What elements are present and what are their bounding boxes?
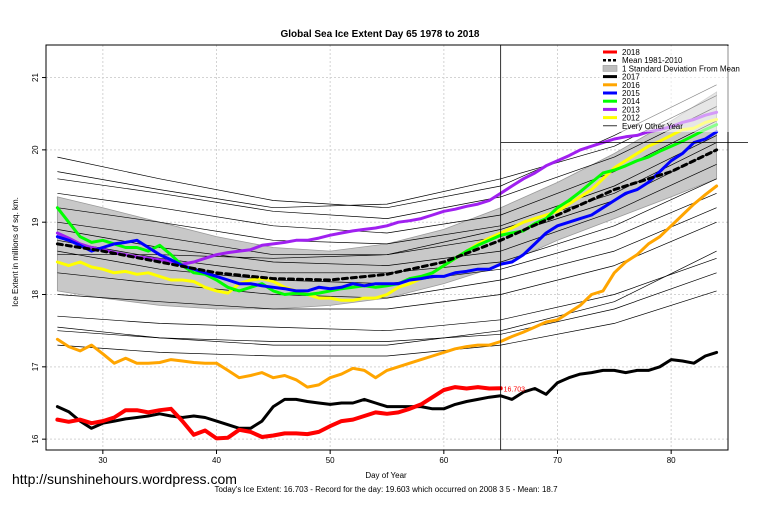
- every-other-year-line: [57, 221, 717, 310]
- legend-label: 2015: [622, 89, 640, 98]
- current-value-annotation: 16.703: [504, 386, 526, 393]
- every-other-year-line: [57, 250, 717, 346]
- legend-label: 2016: [622, 81, 640, 90]
- x-tick-label: 70: [553, 456, 562, 465]
- legend-label: Mean 1981-2010: [622, 56, 683, 65]
- plot-frame: [45, 44, 729, 451]
- series-line-mean-1981-2010: [55, 148, 719, 282]
- every-other-year-line: [57, 95, 717, 209]
- every-other-year-line: [57, 257, 717, 332]
- series-line-2013: [55, 110, 719, 266]
- y-tick-label: 17: [31, 362, 40, 371]
- x-axis-label: Day of Year: [365, 471, 407, 480]
- y-tick-label: 20: [31, 145, 40, 154]
- legend-label: 2014: [622, 97, 640, 106]
- series-line-2014: [55, 123, 719, 296]
- watermark: http://sunshinehours.wordpress.com: [12, 471, 237, 487]
- every-other-year-line: [57, 207, 717, 299]
- series-line-2016: [55, 184, 719, 389]
- every-other-year-line: [57, 163, 717, 266]
- y-tick-label: 16: [31, 434, 40, 443]
- x-tick-label: 40: [212, 456, 221, 465]
- every-other-year-line: [57, 135, 717, 245]
- legend-label: Every Other Year: [622, 122, 683, 131]
- y-axis-label: Ice Extent in millions of sq. km.: [11, 197, 20, 307]
- x-tick-label: 60: [439, 456, 448, 465]
- series-line-2017: [55, 350, 719, 430]
- x-tick-label: 80: [667, 456, 676, 465]
- series-line-2018: [55, 385, 503, 441]
- legend-label: 2018: [622, 48, 640, 57]
- y-tick-label: 19: [31, 217, 40, 226]
- legend-label: 2017: [622, 73, 640, 82]
- legend-label: 1 Standard Deviation From Mean: [622, 64, 740, 73]
- legend-swatch: [602, 65, 618, 72]
- every-other-year-line: [57, 106, 717, 219]
- legend-label: 2013: [622, 105, 640, 114]
- x-tick-label: 30: [98, 456, 107, 465]
- footer-text: Today's Ice Extent: 16.703 - Record for …: [214, 485, 558, 494]
- every-other-year-line: [57, 84, 717, 209]
- legend-label: 2012: [622, 114, 640, 123]
- every-other-year-line: [57, 290, 717, 357]
- legend-background: [599, 46, 729, 132]
- chart-title: Global Sea Ice Extent Day 65 1978 to 201…: [281, 29, 480, 40]
- y-tick-label: 21: [31, 73, 40, 82]
- series-line-2015: [55, 130, 719, 293]
- x-tick-label: 50: [326, 456, 335, 465]
- y-tick-label: 18: [31, 290, 40, 299]
- series-line-2012: [55, 118, 719, 302]
